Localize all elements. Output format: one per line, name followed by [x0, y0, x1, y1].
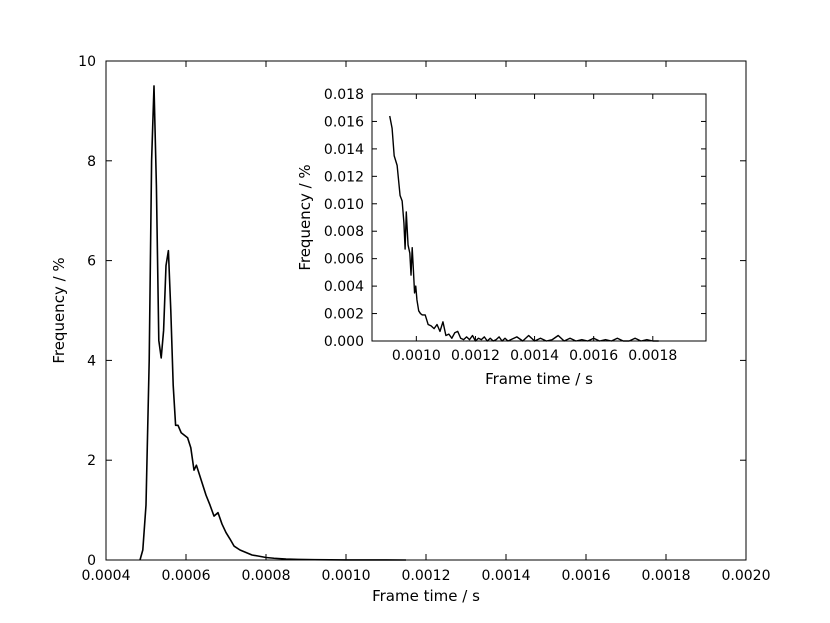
inset-y-tick-label: 0.010 — [324, 197, 364, 213]
main-x-tick-label: 0.0014 — [482, 568, 531, 584]
inset-x-tick-label: 0.0016 — [569, 348, 618, 364]
main-x-tick-label: 0.0018 — [642, 568, 691, 584]
main-x-tick-label: 0.0008 — [242, 568, 291, 584]
main-y-tick-label: 8 — [87, 154, 96, 170]
inset-x-tick-label: 0.0010 — [392, 348, 441, 364]
main-tick-labels: 0.0004 0.0006 0.0008 0.0010 0.0012 0.0014 0.00… — [78, 54, 770, 584]
main-x-tick-label: 0.0010 — [322, 568, 371, 584]
inset-y-tick-label: 0.016 — [324, 114, 364, 130]
inset-x-tick-label: 0.0012 — [451, 348, 500, 364]
inset-plot-frame — [371, 93, 707, 342]
main-x-tick-label: 0.0016 — [562, 568, 611, 584]
main-ticks — [105, 60, 747, 561]
inset-chart: 0.0010 0.0012 0.0014 0.0016 0.0018 0.000 0.002… — [296, 87, 707, 388]
inset-y-tick-label: 0.012 — [324, 169, 364, 185]
inset-y-tick-label: 0.014 — [324, 142, 364, 158]
inset-y-tick-label: 0.002 — [324, 307, 364, 323]
inset-y-tick-label: 0.004 — [324, 279, 364, 295]
inset-ticks — [372, 93, 706, 342]
inset-y-tick-label: 0.000 — [324, 334, 364, 350]
main-y-tick-label: 2 — [87, 453, 96, 469]
main-x-tick-label: 0.0006 — [162, 568, 211, 584]
inset-x-axis-label: Frame time / s — [485, 370, 593, 388]
main-y-tick-label: 4 — [87, 353, 96, 369]
inset-y-tick-label: 0.008 — [324, 224, 364, 240]
main-x-tick-label: 0.0012 — [402, 568, 451, 584]
inset-y-tick-label: 0.006 — [324, 252, 364, 268]
inset-tick-labels: 0.0010 0.0012 0.0014 0.0016 0.0018 0.000 0.002… — [324, 87, 677, 364]
inset-x-tick-label: 0.0018 — [628, 348, 677, 364]
inset-x-tick-label: 0.0014 — [510, 348, 559, 364]
main-y-axis-label: Frequency / % — [50, 257, 68, 363]
inset-y-axis-label: Frequency / % — [296, 164, 314, 270]
main-x-tick-label: 0.0004 — [82, 568, 131, 584]
main-x-tick-label: 0.0020 — [722, 568, 771, 584]
main-y-tick-label: 10 — [78, 54, 96, 70]
main-x-axis-label: Frame time / s — [372, 587, 480, 605]
main-y-tick-label: 6 — [87, 254, 96, 270]
main-series-line — [139, 85, 407, 561]
inset-y-tick-label: 0.018 — [324, 87, 364, 103]
main-y-tick-label: 0 — [87, 553, 96, 569]
